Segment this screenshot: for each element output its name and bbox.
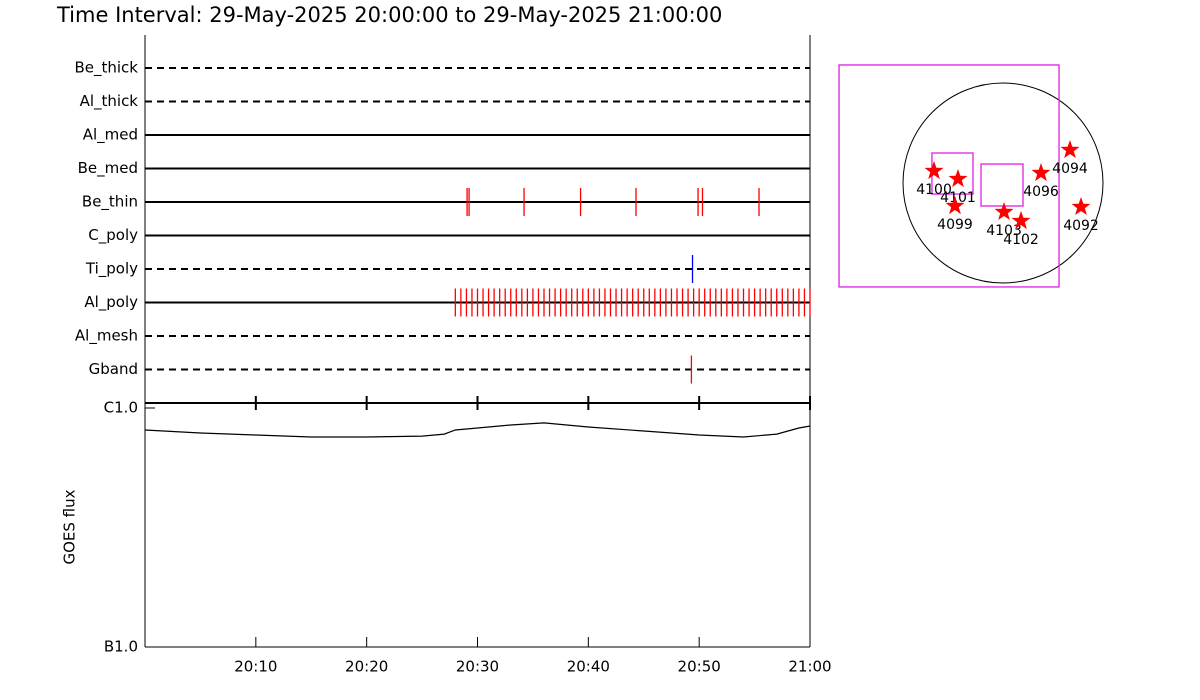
x-tick-label: 20:40 bbox=[567, 658, 610, 676]
row-label: Al_poly bbox=[84, 293, 138, 312]
region-label: 4099 bbox=[937, 217, 973, 233]
region-marker bbox=[1011, 211, 1031, 230]
goes-curve bbox=[144, 422, 811, 438]
x-tick-label: 20:30 bbox=[456, 658, 499, 676]
row-label: Be_thin bbox=[82, 193, 138, 212]
chart-title: Time Interval: 29-May-2025 20:00:00 to 2… bbox=[56, 3, 722, 27]
y-axis-label: GOES flux bbox=[61, 489, 79, 564]
row-label: C_poly bbox=[88, 226, 138, 245]
field-of-view bbox=[980, 163, 1024, 207]
x-tick-label: 20:50 bbox=[678, 658, 721, 676]
row-label: Al_med bbox=[83, 126, 138, 145]
region-label: 4102 bbox=[1003, 232, 1039, 248]
region-label: 4103 bbox=[986, 223, 1022, 239]
row-label: Al_mesh bbox=[75, 327, 138, 346]
region-label: 4100 bbox=[916, 182, 952, 198]
region-marker bbox=[1060, 140, 1080, 159]
region-label: 4092 bbox=[1063, 218, 1099, 234]
region-marker bbox=[945, 196, 965, 215]
x-tick-label: 20:20 bbox=[345, 658, 388, 676]
region-marker bbox=[994, 202, 1014, 220]
region-label: 4094 bbox=[1052, 161, 1088, 177]
row-label: Gband bbox=[89, 360, 138, 378]
row-label: Al_thick bbox=[80, 92, 139, 111]
row-label: Ti_poly bbox=[85, 260, 138, 279]
region-label: 4101 bbox=[940, 190, 976, 206]
region-marker bbox=[924, 161, 944, 180]
field-of-view bbox=[838, 64, 1060, 288]
region-marker bbox=[1071, 197, 1091, 215]
row-label: Be_med bbox=[78, 159, 138, 178]
y-tick-label: B1.0 bbox=[104, 638, 138, 656]
x-tick-label: 21:00 bbox=[788, 658, 831, 676]
region-marker bbox=[948, 169, 968, 188]
y-tick-label: C1.0 bbox=[104, 399, 138, 417]
x-tick-label: 20:10 bbox=[234, 658, 277, 676]
solar-disk bbox=[902, 82, 1104, 284]
region-marker bbox=[1031, 163, 1051, 182]
region-label: 4096 bbox=[1023, 184, 1059, 200]
row-label: Be_thick bbox=[74, 59, 138, 78]
